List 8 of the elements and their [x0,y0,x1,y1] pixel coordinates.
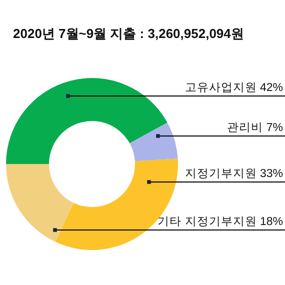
slice-label: 기타 지정기부지원 18% [158,216,283,228]
donut-slice [6,164,74,242]
donut-slice [130,122,178,162]
chart-title: 2020년 7월~9월 지출 : 3,260,952,094원 [13,26,244,41]
slice-label: 고유사업지원 42% [184,82,283,94]
slice-label: 지정기부지원 33% [184,168,283,180]
donut-slice [6,78,168,164]
slice-label: 관리비 7% [227,122,283,134]
